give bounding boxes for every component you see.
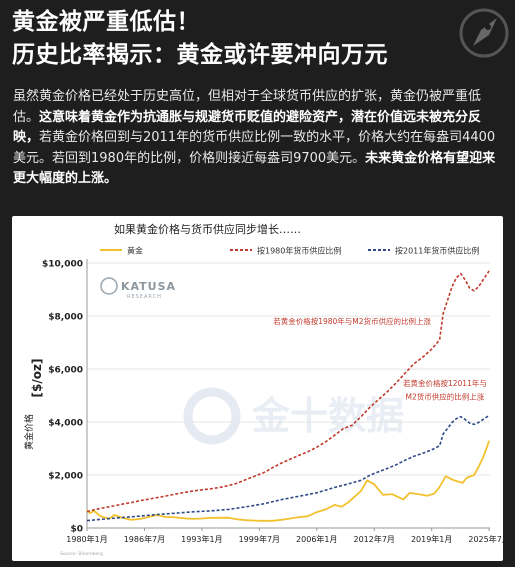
legend-label-1: 按1980年货币供应比例 xyxy=(257,246,341,256)
intro-bold-2: 未来黄金价格有望迎来更大幅度的上涨。 xyxy=(13,150,496,187)
series-line-1 xyxy=(86,270,490,513)
x-tick-label-3: 1999年7月 xyxy=(239,534,280,544)
y-axis-unit-label: [$/oz] xyxy=(30,359,44,398)
headline-line-1: 黄金被严重低估！ xyxy=(12,9,200,35)
series-line-2 xyxy=(86,414,490,522)
chart-title: 如果黄金价格与货币供应同步增长…… xyxy=(114,222,301,236)
y-tick-label-4: $8,000 xyxy=(48,313,83,323)
series-line-0 xyxy=(86,440,490,522)
annotation-1: 若黄金价格按12011年与 xyxy=(403,378,487,388)
x-tick-label-1: 1986年7月 xyxy=(124,534,165,544)
x-tick-label-7: 2025年7月 xyxy=(468,534,503,544)
x-tick-label-4: 2006年1月 xyxy=(296,534,337,544)
y-tick-label-1: $2,000 xyxy=(48,472,83,482)
rocket-icon xyxy=(459,8,509,58)
intro-text-2: 若黄金价格回到与2011年的货币供应比例一致的水平，价格大约在每盎司4400美元… xyxy=(13,130,496,166)
watermark-logo-icon xyxy=(183,387,241,445)
watermark-text: 金十数据 xyxy=(251,394,404,438)
x-tick-label-2: 1993年1月 xyxy=(181,534,222,544)
gold-price-chart: 金十数据 如果黄金价格与货币供应同步增长…… 黄金 按1980年货币供应比例 按2011… xyxy=(23,222,503,557)
intro-paragraph: 虽然黄金价格已经处于历史高位，但相对于全球货币供应的扩张，黄金仍被严重低估。这意… xyxy=(13,87,505,190)
headline-line-2: 历史比率揭示：黄金或许要冲向万元 xyxy=(12,42,388,68)
headline: 黄金被严重低估！ 历史比率揭示：黄金或许要冲向万元 xyxy=(12,6,452,72)
y-tick-label-0: $0 xyxy=(70,525,83,535)
y-tick-label-3: $6,000 xyxy=(48,366,83,376)
y-tick-label-5: $10,000 xyxy=(42,260,83,270)
intro-bold-1: 这意味着黄金作为抗通胀与规避货币贬值的避险资产，潜在价值远未被充分反映， xyxy=(13,109,482,146)
annotation-2: M2货币供应的比例上涨 xyxy=(406,391,485,401)
x-tick-label-0: 1980年1月 xyxy=(66,534,107,544)
x-tick-label-6: 2019年1月 xyxy=(411,534,452,544)
y-tick-label-2: $4,000 xyxy=(48,419,83,429)
intro-text-1: 虽然黄金价格已经处于历史高位，但相对于全球货币供应的扩张，黄金仍被严重低估。 xyxy=(13,89,482,125)
brand-name: KATUSA xyxy=(121,280,176,293)
chart-card: 金十数据 如果黄金价格与货币供应同步增长…… 黄金 按1980年货币供应比例 按2011… xyxy=(12,216,503,561)
y-axis-label: 黄金价格 xyxy=(23,414,35,450)
annotation-0: 若黄金价格按1980年与M2货币供应的比例上涨 xyxy=(273,316,431,326)
brand-subtitle: RESEARCH xyxy=(127,294,162,300)
katusa-logo-icon xyxy=(100,277,118,295)
legend-label-0: 黄金 xyxy=(127,246,143,256)
source-note: Source: Bloomberg xyxy=(60,551,103,557)
x-tick-label-5: 2012年7月 xyxy=(353,534,394,544)
legend-label-2: 按2011年货币供应比例 xyxy=(395,246,479,256)
